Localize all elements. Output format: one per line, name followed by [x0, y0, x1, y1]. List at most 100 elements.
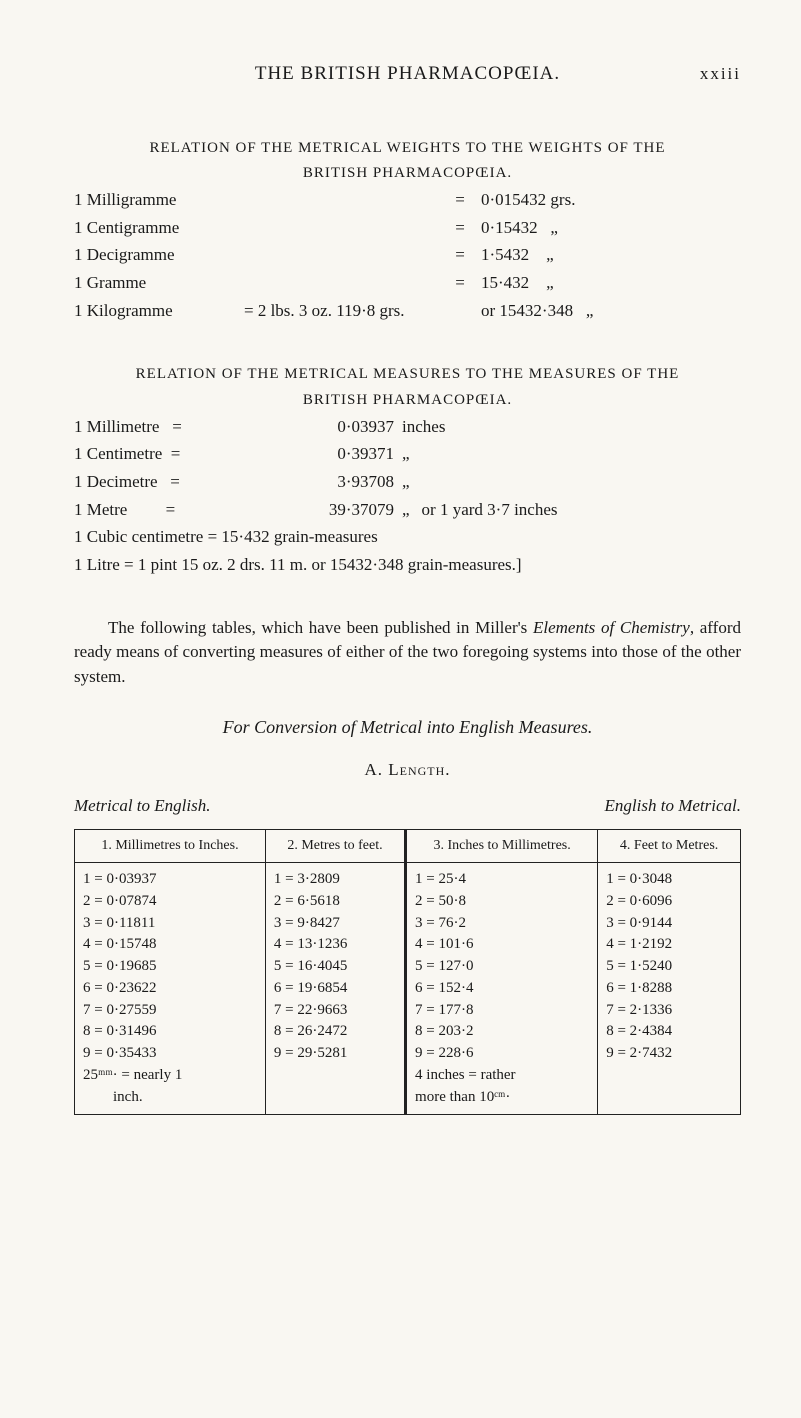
relation-b-row: 1 Centimetre =0·39371„: [74, 442, 741, 467]
rowA-val: 0·015432 grs.: [475, 188, 741, 213]
rowA-val: or 15432·348 „: [475, 299, 741, 324]
table-header-3: 3. Inches to Millimetres.: [406, 829, 598, 862]
table-col-2: 1 = 3·28092 = 6·56183 = 9·84274 = 13·123…: [265, 863, 405, 1115]
table-cell-line: 3 = 0·11811: [83, 913, 257, 935]
rowA-val: 15·432 „: [475, 271, 741, 296]
rowB-num: 3·93708: [284, 470, 394, 495]
length-table: 1. Millimetres to Inches. 2. Metres to f…: [74, 829, 741, 1116]
table-cell-line: 2 = 6·5618: [274, 891, 396, 913]
rowB-label: 1 Millimetre =: [74, 415, 284, 440]
table-cell-line: 9 = 2·7432: [606, 1043, 732, 1065]
relation-b-head1: RELATION OF THE METRICAL MEASURES TO THE…: [74, 364, 741, 386]
relation-a-row: 1 Kilogramme= 2 lbs. 3 oz. 119·8 grs. or …: [74, 299, 741, 324]
table-cell-line: 7 = 22·9663: [274, 1000, 396, 1022]
rowA-label: 1 Milligramme: [74, 188, 244, 213]
table-cell-line: 8 = 26·2472: [274, 1021, 396, 1043]
table-cell-line: 4 = 1·2192: [606, 934, 732, 956]
page-number: xxiii: [681, 62, 741, 87]
table-cell-line: 2 = 0·07874: [83, 891, 257, 913]
table-cell-line: 3 = 76·2: [415, 913, 589, 935]
table-cell-line: 5 = 0·19685: [83, 956, 257, 978]
relation-a-row: 1 Milligramme =0·015432 grs.: [74, 188, 741, 213]
relation-weights-section: RELATION OF THE METRICAL WEIGHTS TO THE …: [74, 138, 741, 324]
rowB-label: 1 Decimetre =: [74, 470, 284, 495]
rowB-unit: „: [394, 498, 410, 523]
relation-a-row: 1 Decigramme=1·5432 „: [74, 243, 741, 268]
rowB-unit: inches: [394, 415, 445, 440]
side-right: English to Metrical.: [605, 794, 741, 819]
table-cell-line: 25ᵐᵐ· = nearly 1: [83, 1065, 257, 1087]
rowA-mid: = 2 lbs. 3 oz. 119·8 grs.: [244, 299, 445, 324]
table-col-3: 1 = 25·42 = 50·83 = 76·24 = 101·65 = 127…: [406, 863, 598, 1115]
table-cell-line: 7 = 0·27559: [83, 1000, 257, 1022]
table-cell-line: 2 = 50·8: [415, 891, 589, 913]
relation-a-row: 1 Centigramme =0·15432 „: [74, 216, 741, 241]
table-cell-line: inch.: [83, 1087, 257, 1109]
relation-a-head2: BRITISH PHARMACOPŒIA.: [74, 163, 741, 185]
conversion-title: For Conversion of Metrical into English …: [74, 714, 741, 740]
relation-b-row: 1 Millimetre =0·03937inches: [74, 415, 741, 440]
body-paragraph: The following tables, which have been pu…: [74, 616, 741, 690]
table-cell-line: more than 10ᶜᵐ·: [415, 1087, 589, 1109]
table-col-4: 1 = 0·30482 = 0·60963 = 0·91444 = 1·2192…: [598, 863, 741, 1115]
table-cell-line: 7 = 2·1336: [606, 1000, 732, 1022]
table-cell-line: 4 = 0·15748: [83, 934, 257, 956]
rowB-unit: „: [394, 442, 410, 467]
table-cell-line: 4 = 13·1236: [274, 934, 396, 956]
table-cell-line: 9 = 0·35433: [83, 1043, 257, 1065]
table-cell-line: 8 = 2·4384: [606, 1021, 732, 1043]
relation-b-extra2: 1 Litre = 1 pint 15 oz. 2 drs. 11 m. or …: [74, 553, 741, 578]
table-cell-line: 9 = 29·5281: [274, 1043, 396, 1065]
rowA-label: 1 Gramme: [74, 271, 244, 296]
table-cell-line: 6 = 1·8288: [606, 978, 732, 1000]
table-cell-line: 5 = 16·4045: [274, 956, 396, 978]
rowA-val: 1·5432 „: [475, 243, 741, 268]
relation-a-head1: RELATION OF THE METRICAL WEIGHTS TO THE …: [74, 138, 741, 160]
table-cell-line: 7 = 177·8: [415, 1000, 589, 1022]
rowA-label: 1 Decigramme: [74, 243, 244, 268]
table-cell-line: 6 = 0·23622: [83, 978, 257, 1000]
table-cell-line: 1 = 0·03937: [83, 869, 257, 891]
table-cell-line: 8 = 203·2: [415, 1021, 589, 1043]
table-header-4: 4. Feet to Metres.: [598, 829, 741, 862]
rowB-label: 1 Metre =: [74, 498, 284, 523]
table-cell-line: 6 = 19·6854: [274, 978, 396, 1000]
rowA-eq: =: [445, 216, 475, 241]
rowA-label: 1 Kilogramme: [74, 299, 244, 324]
rowB-num: 0·39371: [284, 442, 394, 467]
table-cell-line: 5 = 127·0: [415, 956, 589, 978]
relation-b-head2: BRITISH PHARMACOPŒIA.: [74, 390, 741, 412]
rowB-tail: or 1 yard 3·7 inches: [410, 498, 558, 523]
table-header-2: 2. Metres to feet.: [265, 829, 405, 862]
length-label: A. Length.: [74, 758, 741, 783]
rowB-num: 0·03937: [284, 415, 394, 440]
table-cell-line: 9 = 228·6: [415, 1043, 589, 1065]
rowA-val: 0·15432 „: [475, 216, 741, 241]
table-cell-line: 1 = 0·3048: [606, 869, 732, 891]
rowA-label: 1 Centigramme: [74, 216, 244, 241]
rowB-num: 39·37079: [284, 498, 394, 523]
table-cell-line: 6 = 152·4: [415, 978, 589, 1000]
table-col-1: 1 = 0·039372 = 0·078743 = 0·118114 = 0·1…: [75, 863, 266, 1115]
side-labels: Metrical to English. English to Metrical…: [74, 794, 741, 819]
rowA-eq: =: [445, 188, 475, 213]
table-cell-line: 1 = 25·4: [415, 869, 589, 891]
table-cell-line: 3 = 0·9144: [606, 913, 732, 935]
relation-measures-section: RELATION OF THE METRICAL MEASURES TO THE…: [74, 364, 741, 577]
table-cell-line: 3 = 9·8427: [274, 913, 396, 935]
running-title: THE BRITISH PHARMACOPŒIA.: [134, 60, 681, 88]
relation-b-row: 1 Metre =39·37079„or 1 yard 3·7 inches: [74, 498, 741, 523]
table-cell-line: 4 inches = rather: [415, 1065, 589, 1087]
rowB-unit: „: [394, 470, 410, 495]
table-cell-line: 8 = 0·31496: [83, 1021, 257, 1043]
side-left: Metrical to English.: [74, 794, 210, 819]
running-head: THE BRITISH PHARMACOPŒIA. xxiii: [74, 60, 741, 88]
rowA-eq: =: [445, 271, 475, 296]
relation-b-row: 1 Decimetre =3·93708„: [74, 470, 741, 495]
table-cell-line: 2 = 0·6096: [606, 891, 732, 913]
table-header-1: 1. Millimetres to Inches.: [75, 829, 266, 862]
table-cell-line: 5 = 1·5240: [606, 956, 732, 978]
relation-b-extra1: 1 Cubic centimetre = 15·432 grain-measur…: [74, 525, 741, 550]
relation-a-row: 1 Gramme =15·432 „: [74, 271, 741, 296]
rowB-label: 1 Centimetre =: [74, 442, 284, 467]
